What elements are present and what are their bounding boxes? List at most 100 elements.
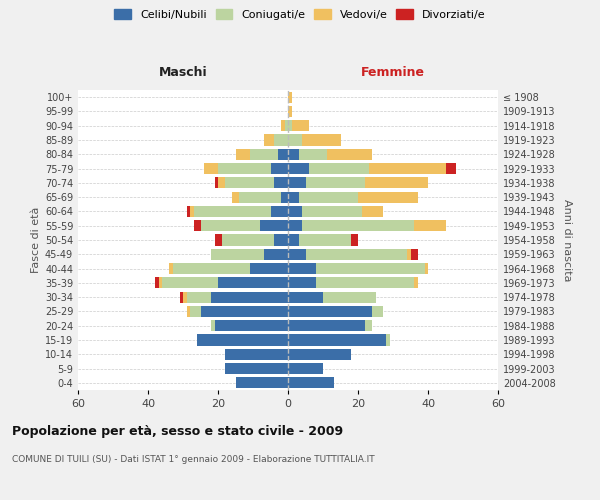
Bar bbox=[187, 292, 211, 302]
Bar bbox=[316, 278, 414, 288]
Bar bbox=[211, 320, 215, 332]
Bar bbox=[187, 206, 190, 217]
Bar bbox=[235, 378, 288, 388]
Bar bbox=[232, 192, 239, 202]
Bar bbox=[288, 192, 299, 202]
Bar bbox=[299, 234, 351, 246]
Bar bbox=[218, 178, 225, 188]
Bar bbox=[288, 134, 302, 145]
Bar bbox=[200, 306, 288, 317]
Bar bbox=[179, 292, 183, 302]
Bar bbox=[407, 248, 410, 260]
Bar bbox=[326, 148, 372, 160]
Bar bbox=[193, 220, 200, 232]
Bar bbox=[155, 278, 158, 288]
Bar bbox=[414, 220, 445, 232]
Bar bbox=[215, 320, 288, 332]
Bar bbox=[215, 234, 221, 246]
Bar bbox=[211, 248, 263, 260]
Bar bbox=[288, 378, 334, 388]
Bar bbox=[288, 278, 316, 288]
Bar bbox=[288, 320, 365, 332]
Bar bbox=[302, 220, 414, 232]
Bar bbox=[183, 292, 187, 302]
Bar bbox=[309, 163, 368, 174]
Bar bbox=[271, 163, 288, 174]
Bar bbox=[351, 234, 358, 246]
Bar bbox=[250, 148, 277, 160]
Bar bbox=[288, 92, 292, 102]
Y-axis label: Fasce di età: Fasce di età bbox=[31, 207, 41, 273]
Bar bbox=[288, 178, 305, 188]
Bar bbox=[173, 263, 250, 274]
Bar bbox=[190, 206, 193, 217]
Bar bbox=[288, 334, 386, 345]
Bar bbox=[260, 220, 288, 232]
Bar bbox=[299, 148, 326, 160]
Bar bbox=[284, 120, 288, 132]
Text: Popolazione per età, sesso e stato civile - 2009: Popolazione per età, sesso e stato civil… bbox=[12, 425, 343, 438]
Bar bbox=[225, 363, 288, 374]
Bar bbox=[193, 206, 271, 217]
Bar bbox=[274, 234, 288, 246]
Bar bbox=[239, 192, 281, 202]
Bar bbox=[365, 320, 372, 332]
Bar bbox=[288, 120, 292, 132]
Bar bbox=[218, 278, 288, 288]
Bar bbox=[225, 348, 288, 360]
Bar bbox=[386, 334, 389, 345]
Bar bbox=[288, 263, 316, 274]
Bar bbox=[372, 306, 383, 317]
Bar bbox=[263, 248, 288, 260]
Bar bbox=[200, 220, 260, 232]
Bar bbox=[169, 263, 173, 274]
Bar bbox=[271, 206, 288, 217]
Bar bbox=[414, 278, 418, 288]
Bar bbox=[288, 363, 323, 374]
Bar bbox=[215, 178, 218, 188]
Bar bbox=[250, 263, 288, 274]
Bar bbox=[305, 178, 365, 188]
Bar bbox=[221, 234, 274, 246]
Bar bbox=[190, 306, 200, 317]
Text: Maschi: Maschi bbox=[158, 66, 208, 78]
Bar bbox=[187, 306, 190, 317]
Bar bbox=[204, 163, 218, 174]
Bar bbox=[211, 292, 288, 302]
Bar bbox=[288, 106, 292, 117]
Legend: Celibi/Nubili, Coniugati/e, Vedovi/e, Divorziati/e: Celibi/Nubili, Coniugati/e, Vedovi/e, Di… bbox=[111, 6, 489, 23]
Bar bbox=[445, 163, 456, 174]
Bar bbox=[235, 148, 250, 160]
Bar bbox=[361, 206, 383, 217]
Text: Femmine: Femmine bbox=[361, 66, 425, 78]
Bar bbox=[277, 148, 288, 160]
Bar bbox=[302, 206, 361, 217]
Bar bbox=[274, 134, 288, 145]
Bar bbox=[197, 334, 288, 345]
Bar bbox=[288, 248, 305, 260]
Bar bbox=[425, 263, 428, 274]
Bar bbox=[368, 163, 445, 174]
Bar bbox=[281, 192, 288, 202]
Bar bbox=[292, 120, 309, 132]
Bar bbox=[263, 134, 274, 145]
Bar bbox=[323, 292, 376, 302]
Text: COMUNE DI TUILI (SU) - Dati ISTAT 1° gennaio 2009 - Elaborazione TUTTITALIA.IT: COMUNE DI TUILI (SU) - Dati ISTAT 1° gen… bbox=[12, 455, 374, 464]
Bar bbox=[365, 178, 428, 188]
Bar bbox=[302, 134, 341, 145]
Bar bbox=[288, 148, 299, 160]
Bar bbox=[288, 234, 299, 246]
Bar bbox=[162, 278, 218, 288]
Bar bbox=[305, 248, 407, 260]
Bar bbox=[281, 120, 284, 132]
Bar bbox=[225, 178, 274, 188]
Bar bbox=[358, 192, 418, 202]
Bar bbox=[274, 178, 288, 188]
Bar bbox=[158, 278, 162, 288]
Bar bbox=[288, 163, 309, 174]
Bar bbox=[288, 292, 323, 302]
Bar bbox=[218, 163, 271, 174]
Bar bbox=[288, 220, 302, 232]
Bar bbox=[299, 192, 358, 202]
Bar bbox=[288, 348, 351, 360]
